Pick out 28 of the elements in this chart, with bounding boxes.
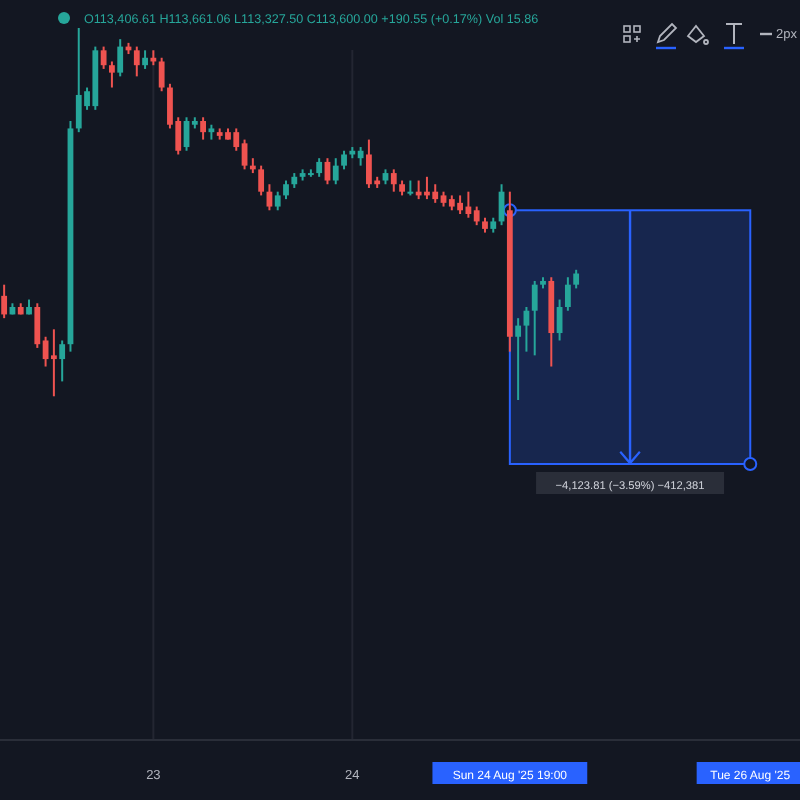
candlestick	[274, 190, 281, 212]
candlestick	[316, 157, 323, 178]
candlestick	[133, 45, 140, 78]
candlestick	[200, 116, 207, 141]
candlestick	[258, 164, 265, 197]
candlestick	[50, 328, 57, 398]
candlestick	[109, 60, 115, 89]
candlestick	[283, 179, 289, 201]
candlestick	[1, 283, 8, 320]
candlestick	[142, 49, 148, 70]
candlestick	[100, 45, 107, 70]
candlestick	[457, 194, 464, 215]
candlestick	[59, 339, 66, 383]
candlestick	[332, 157, 339, 186]
candlestick	[564, 276, 571, 312]
candlestick	[366, 138, 372, 189]
candlestick	[390, 168, 397, 193]
candlestick	[473, 205, 480, 227]
candlestick	[515, 317, 522, 401]
candlestick	[117, 38, 124, 78]
candlestick	[341, 149, 347, 171]
candlestick	[573, 268, 580, 290]
candlestick	[531, 279, 538, 357]
candlestick	[465, 190, 472, 219]
candlestick	[357, 146, 364, 167]
candlestick	[158, 56, 165, 93]
candlestick	[75, 27, 82, 134]
candlestick	[432, 183, 439, 204]
